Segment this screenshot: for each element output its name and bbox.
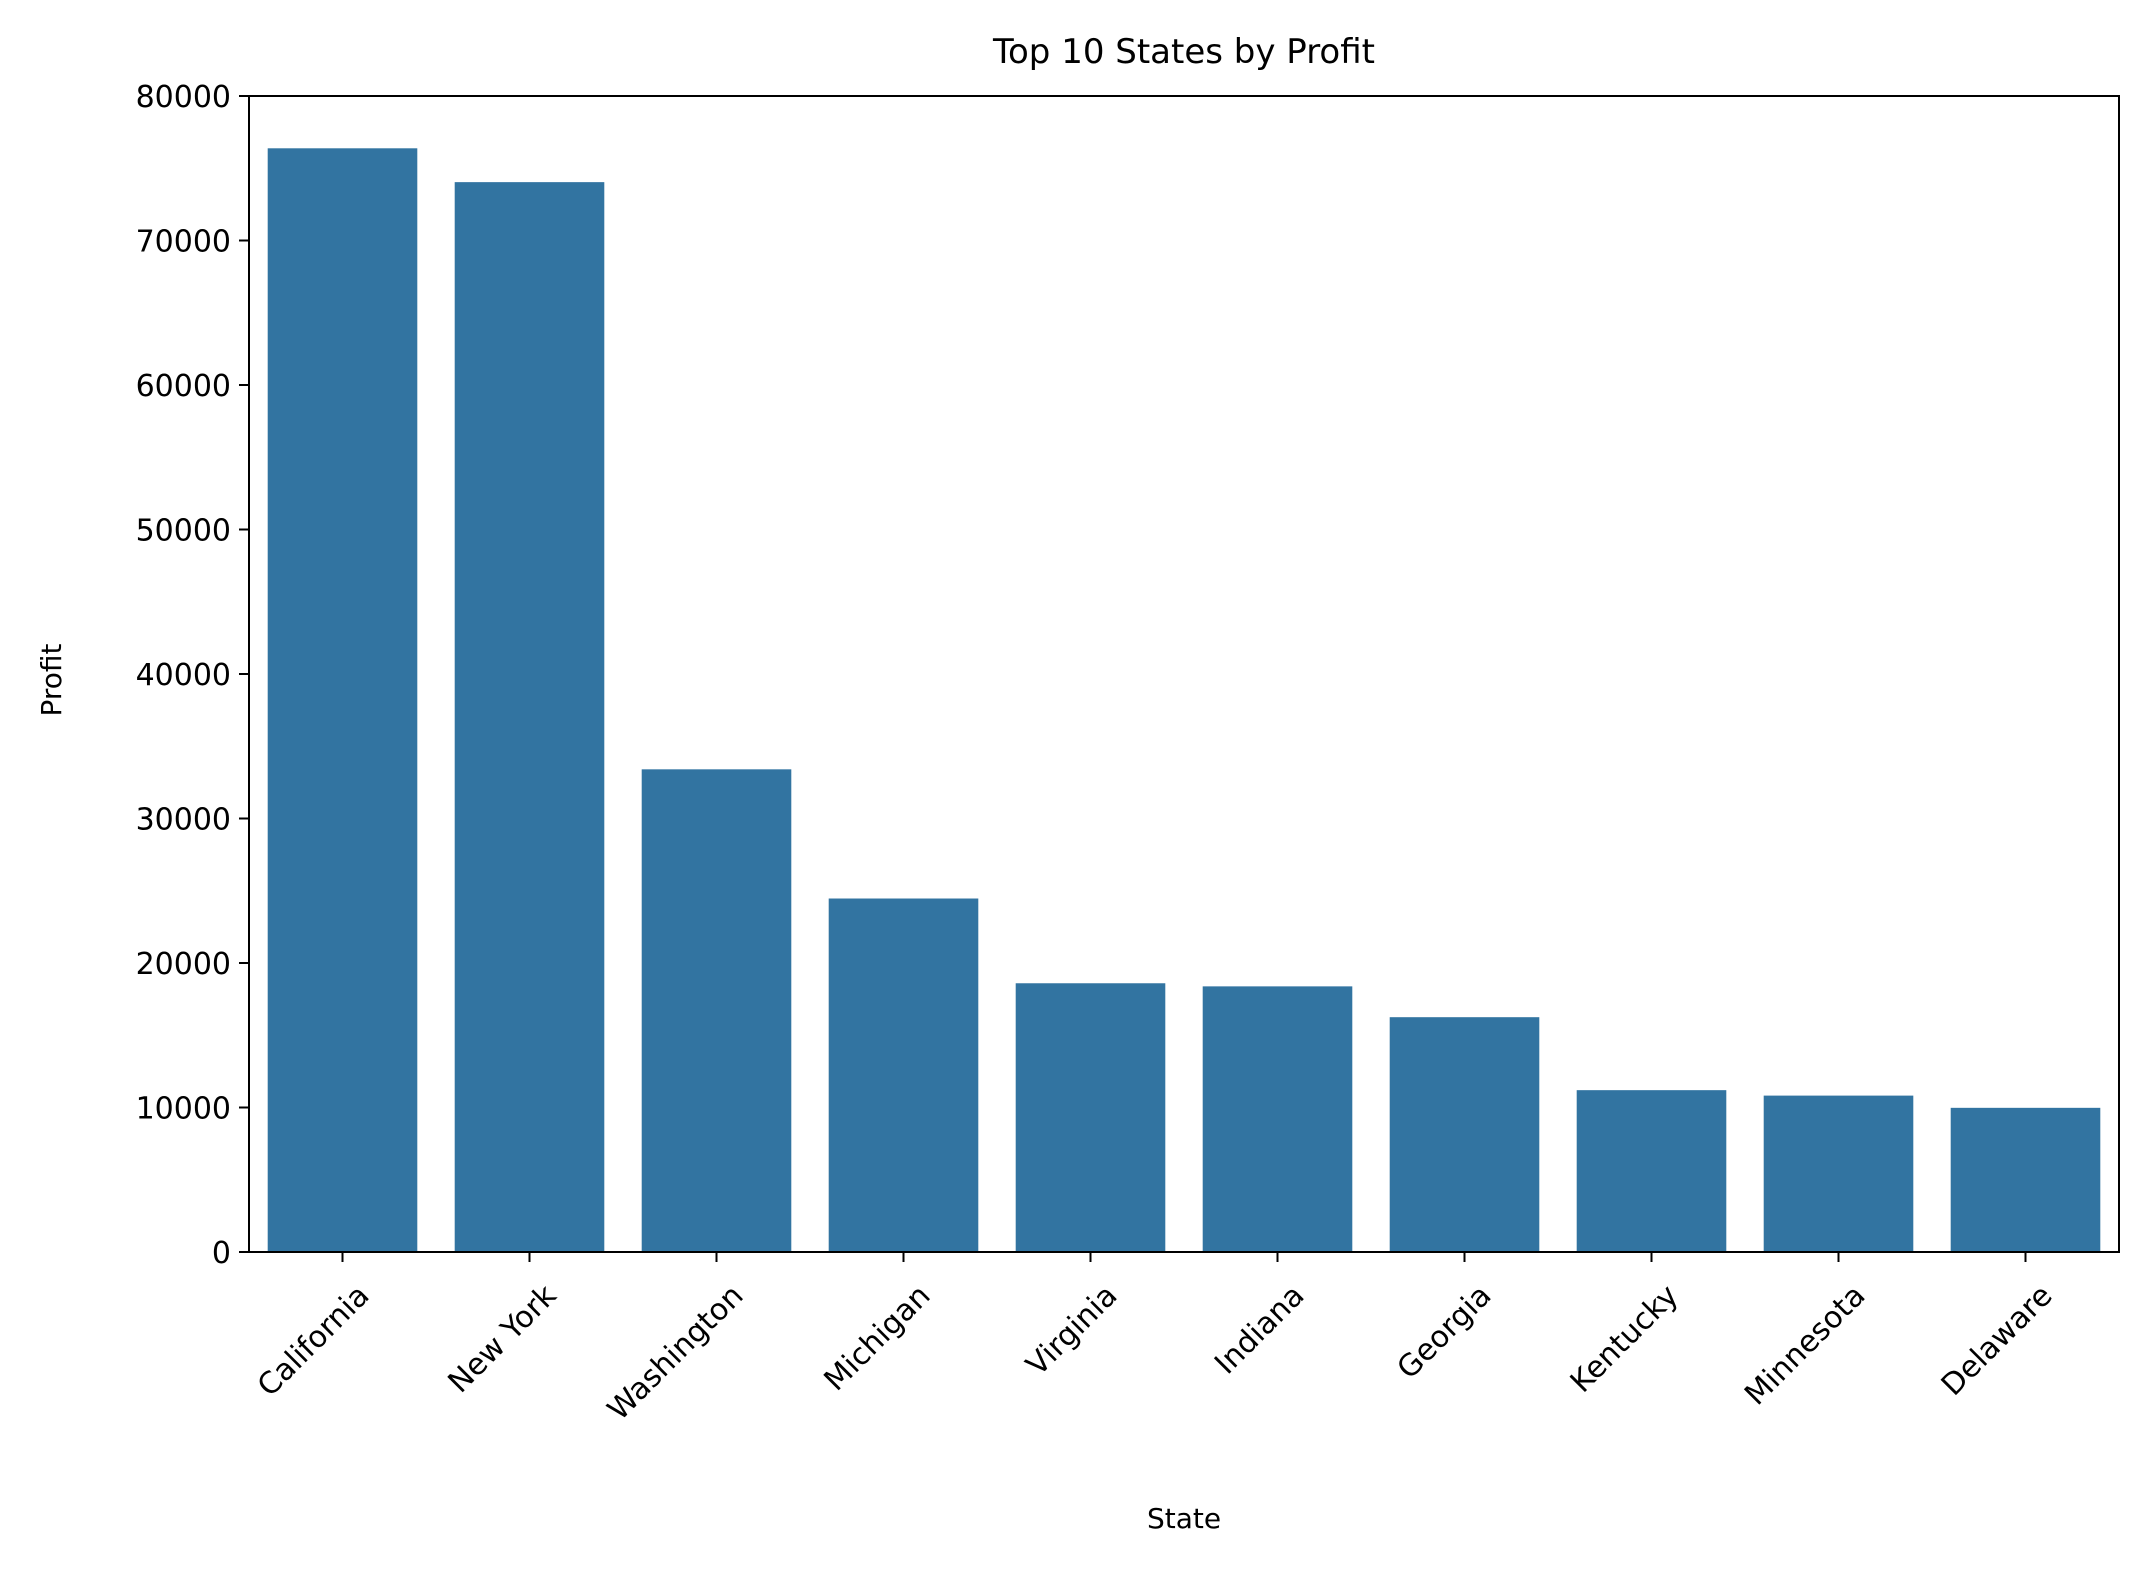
x-axis-label: State — [1147, 1502, 1221, 1535]
y-tick-label: 40000 — [136, 658, 231, 693]
x-tick-label: Indiana — [1208, 1278, 1311, 1381]
y-tick-label: 80000 — [136, 80, 231, 115]
y-tick-label: 10000 — [136, 1092, 231, 1127]
x-tick-label: Georgia — [1390, 1278, 1498, 1386]
bar-indiana — [1202, 986, 1353, 1252]
x-tick-label: California — [251, 1278, 376, 1403]
y-tick-label: 60000 — [136, 369, 231, 404]
bar-minnesota — [1763, 1095, 1914, 1252]
y-tick-label: 50000 — [136, 514, 231, 549]
bar-washington — [641, 769, 792, 1252]
y-tick-label: 20000 — [136, 947, 231, 982]
bar-georgia — [1389, 1017, 1540, 1252]
bar-california — [267, 148, 418, 1252]
bar-michigan — [828, 898, 979, 1252]
bar-kentucky — [1576, 1090, 1727, 1252]
x-tick-label: New York — [442, 1278, 564, 1400]
y-tick-label: 70000 — [136, 225, 231, 260]
bars-group — [267, 148, 2101, 1252]
x-tick-label: Michigan — [818, 1278, 938, 1398]
y-tick-label: 30000 — [136, 803, 231, 838]
bar-virginia — [1015, 983, 1166, 1252]
x-tick-label: Kentucky — [1564, 1278, 1686, 1400]
y-tick-label: 0 — [212, 1236, 231, 1271]
chart-title: Top 10 States by Profit — [992, 32, 1375, 72]
bar-delaware — [1950, 1107, 2101, 1252]
x-tick-label: Minnesota — [1738, 1278, 1872, 1412]
x-tick-label: Delaware — [1935, 1278, 2060, 1403]
x-tick-label: Virginia — [1020, 1278, 1125, 1383]
x-tick-label: Washington — [601, 1278, 750, 1427]
bar-new-york — [454, 182, 605, 1252]
y-axis-label: Profit — [35, 643, 68, 716]
